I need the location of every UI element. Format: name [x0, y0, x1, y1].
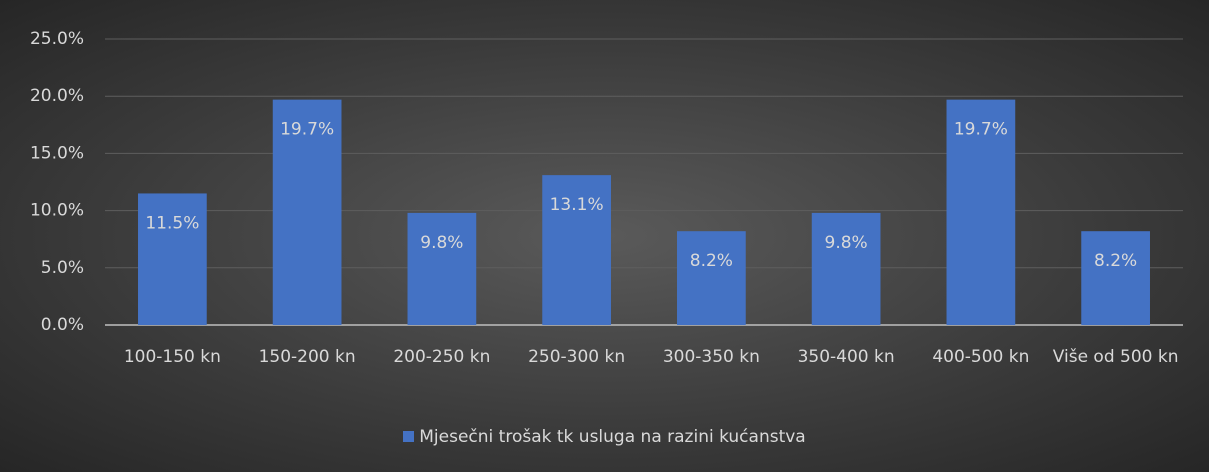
legend-swatch	[403, 431, 415, 442]
legend-label: Mjesečni trošak tk usluga na razini kuća…	[419, 427, 806, 447]
bar	[138, 193, 207, 325]
x-tick-label: 200-250 kn	[393, 347, 491, 367]
bar	[811, 212, 881, 325]
value-label: 9.8%	[420, 233, 463, 253]
y-tick-label: 20.0%	[30, 86, 84, 106]
bar	[542, 175, 611, 325]
x-tick-label: 150-200 kn	[258, 347, 356, 367]
bar	[1081, 231, 1150, 325]
y-tick-label: 15.0%	[30, 143, 84, 163]
bar	[946, 99, 1016, 325]
y-tick-label: 25.0%	[30, 29, 84, 49]
x-tick-label: Više od 500 kn	[1052, 347, 1179, 367]
bar	[407, 212, 477, 325]
value-label: 19.7%	[280, 120, 334, 140]
value-label: 19.7%	[954, 120, 1008, 140]
bar	[677, 231, 746, 325]
y-tick-label: 10.0%	[30, 201, 84, 221]
x-tick-label: 250-300 kn	[528, 347, 626, 367]
x-tick-label: 300-350 kn	[662, 347, 760, 367]
x-tick-label: 400-500 kn	[932, 347, 1030, 367]
value-label: 8.2%	[1094, 251, 1137, 271]
value-label: 9.8%	[825, 233, 868, 253]
value-label: 11.5%	[145, 213, 199, 233]
value-label: 13.1%	[550, 195, 604, 215]
value-label: 8.2%	[690, 251, 733, 271]
y-tick-label: 5.0%	[41, 258, 84, 278]
legend: Mjesečni trošak tk usluga na razini kuća…	[0, 427, 1209, 447]
bar	[272, 99, 342, 325]
y-tick-label: 0.0%	[41, 315, 84, 335]
x-tick-label: 350-400 kn	[797, 347, 895, 367]
x-tick-label: 100-150 kn	[123, 347, 221, 367]
